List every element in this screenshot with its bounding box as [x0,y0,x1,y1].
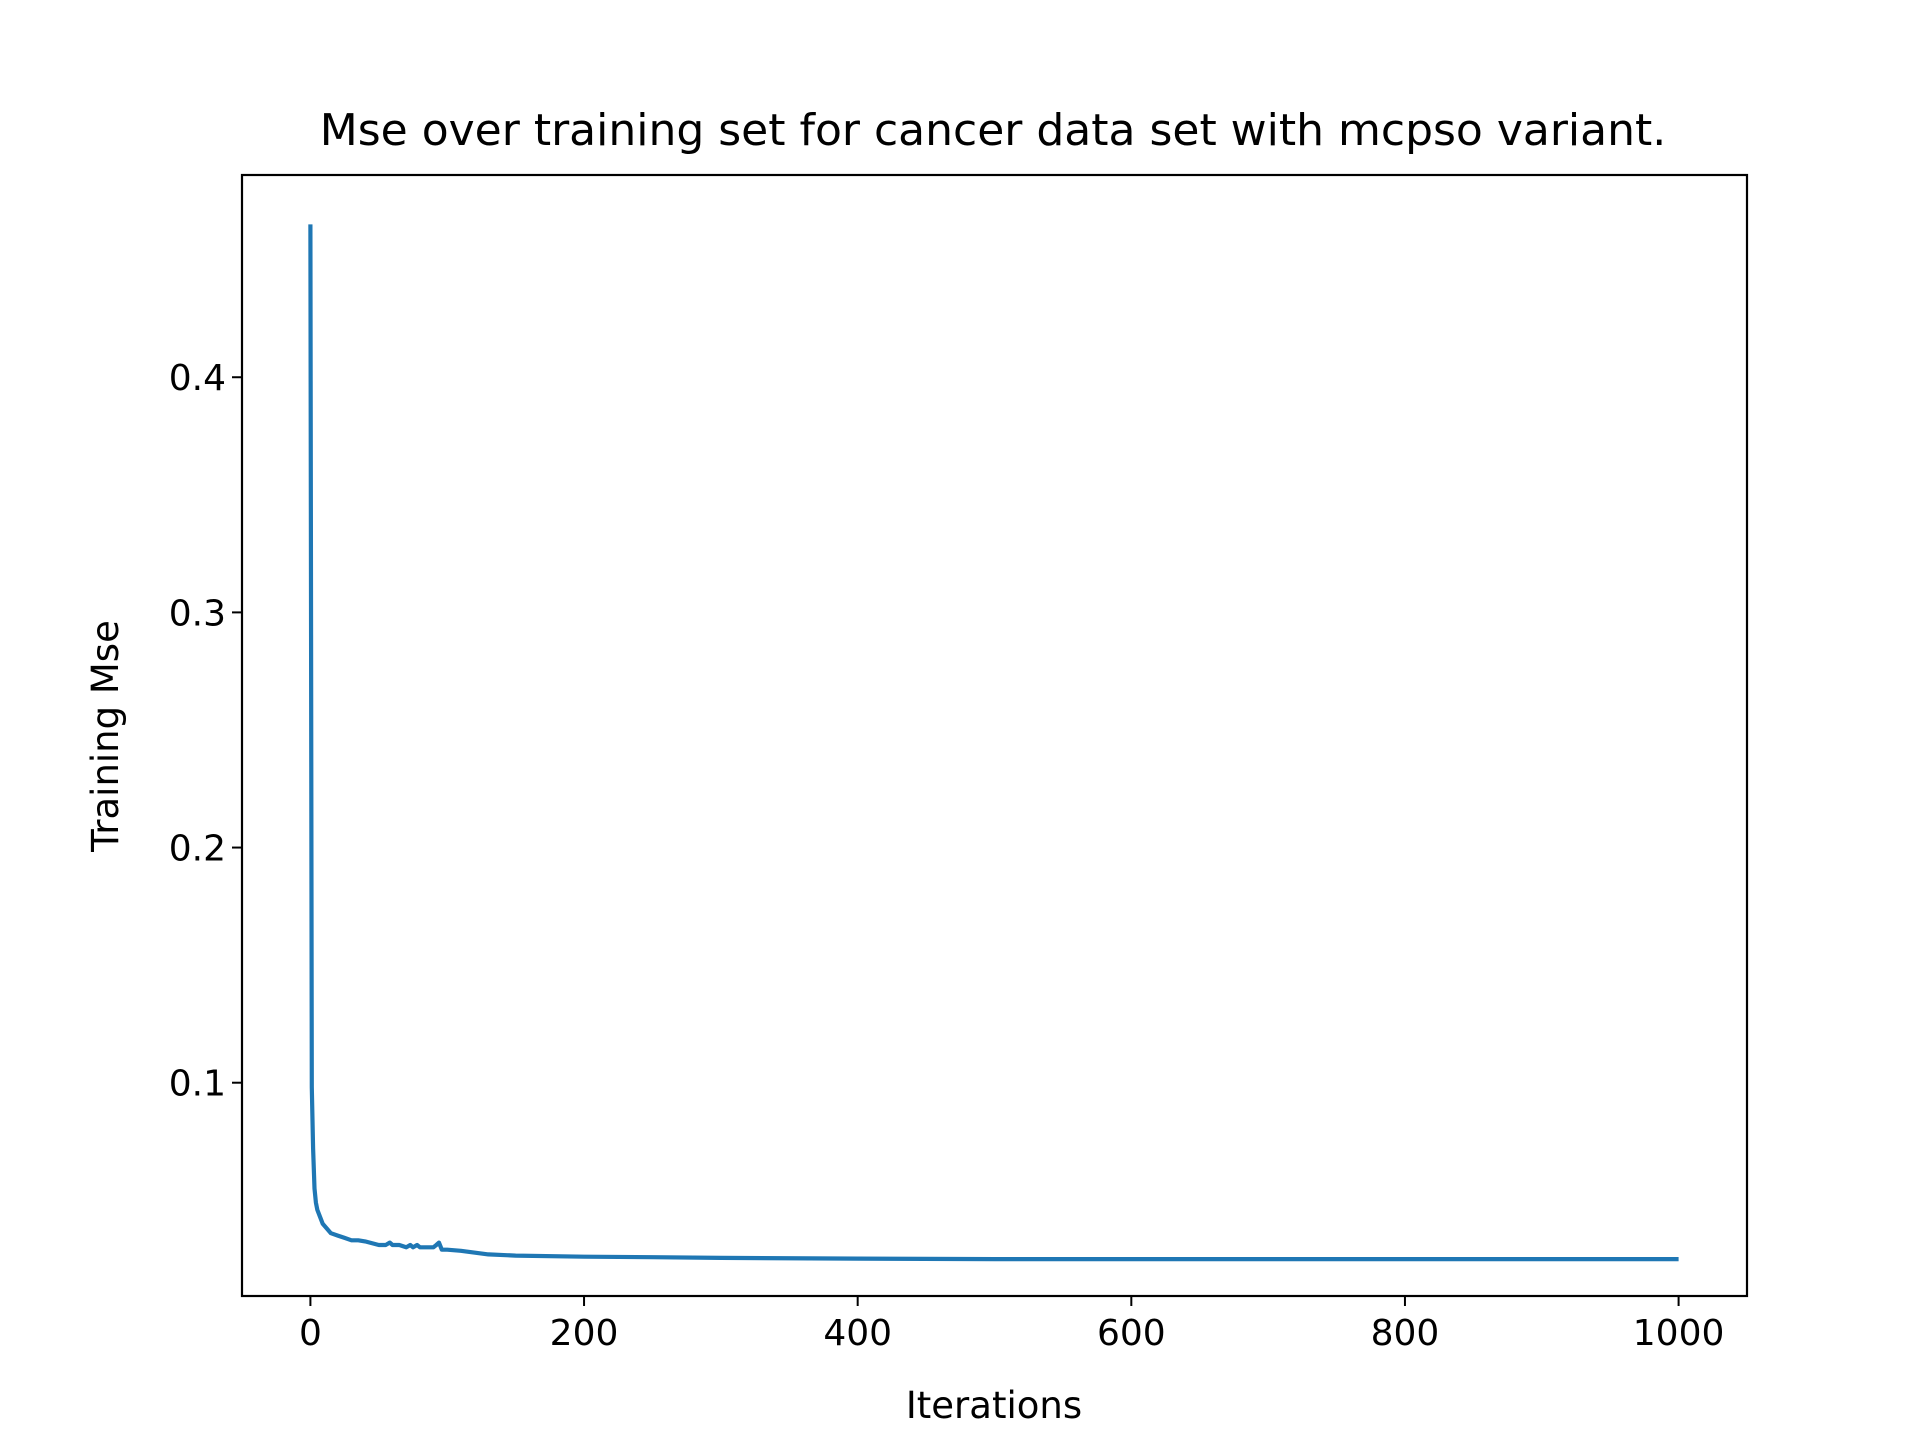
x-tick-label: 1000 [1633,1313,1725,1354]
x-tick-label: 200 [550,1313,619,1354]
y-tick-label: 0.3 [169,593,226,634]
series-line-0 [308,224,1679,1262]
series-layer [308,224,1679,1262]
y-tick-label: 0.1 [169,1064,226,1105]
x-axis-ticks: 0 200 400 600 800 1000 [299,1296,1724,1354]
chart-title: Mse over training set for cancer data se… [320,105,1666,156]
y-axis-label: Training Mse [84,620,127,853]
x-tick-label: 800 [1371,1313,1440,1354]
x-axis-label: Iterations [906,1384,1082,1427]
plot-area-frame [240,173,1749,1298]
x-tick-label: 600 [1097,1313,1166,1354]
x-tick-label: 400 [823,1313,892,1354]
x-tick-label: 0 [299,1313,322,1354]
y-tick-label: 0.2 [169,829,226,870]
y-axis-ticks: 0.1 0.2 0.3 0.4 [169,358,242,1105]
y-tick-label: 0.4 [169,358,226,399]
